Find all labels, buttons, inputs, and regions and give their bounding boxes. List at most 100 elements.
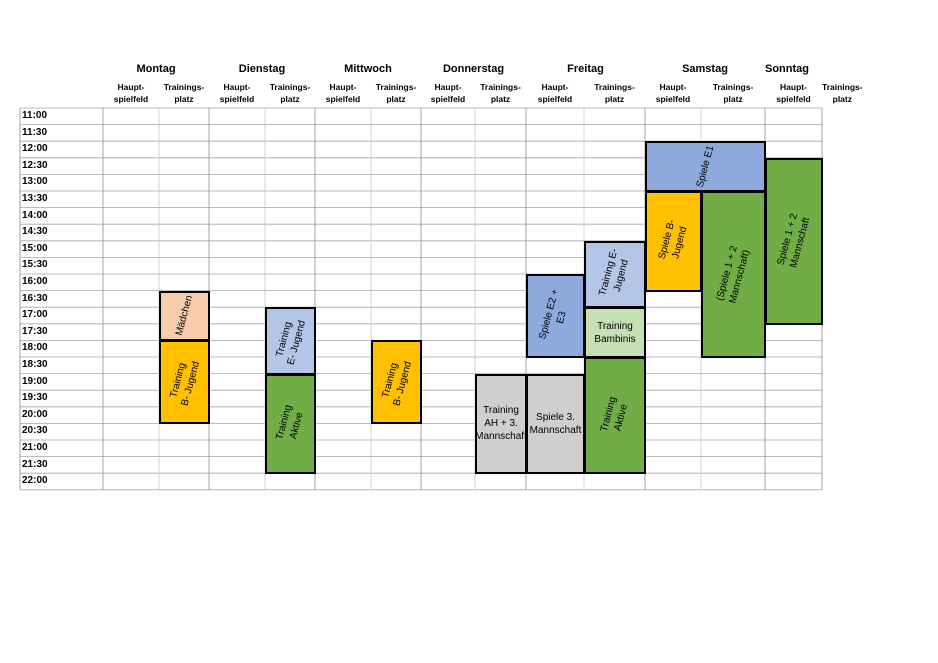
time-label: 20:00 <box>22 408 48 420</box>
event-label: Training Aktive <box>274 403 306 441</box>
time-label: 16:00 <box>22 276 48 287</box>
subheader-line: platz <box>832 94 852 104</box>
subheader-line: Trainings- <box>480 82 521 92</box>
subheader-line: Haupt- <box>434 82 462 92</box>
event-block: Training E- Jugend <box>265 307 316 375</box>
time-label: 14:00 <box>22 209 48 221</box>
subheader-hauptspielfeld: Haupt-spielfeld <box>765 81 822 105</box>
event-block: Spiele 1 + 2 Mannschaft <box>765 157 823 325</box>
subheader-line: spielfeld <box>655 94 691 104</box>
subheader-line: Trainings- <box>822 82 863 92</box>
subheader-trainingsplatz: Trainings-platz <box>371 81 421 105</box>
subheader-trainingsplatz: Trainings-platz <box>265 81 315 105</box>
event-label: Spiele 1 + 2 Mannschaft <box>775 212 813 270</box>
day-header-freitag: Freitag <box>567 63 604 75</box>
subheader-line: platz <box>174 94 194 104</box>
subheader-line: Trainings- <box>594 82 635 92</box>
subheader-line: platz <box>280 94 300 104</box>
subheader-line: spielfeld <box>776 94 811 104</box>
time-label: 21:00 <box>22 442 48 453</box>
event-label: Training E- Jugend <box>274 319 308 367</box>
event-label: Training Aktive <box>598 395 631 433</box>
time-label: 14:30 <box>22 226 48 238</box>
time-label: 17:30 <box>22 325 48 337</box>
event-block: Training Aktive <box>584 357 646 475</box>
subheader-line: Haupt- <box>117 82 145 92</box>
event-label: Spiele 3. Mannschaft <box>529 411 582 436</box>
subheader-line: Trainings- <box>269 82 311 92</box>
time-label: 19:30 <box>22 392 48 404</box>
event-block: Training Bambinis <box>584 307 646 358</box>
event-block: Spiele B- Jugend <box>645 191 702 292</box>
day-header-sonntag: Sonntag <box>765 63 809 75</box>
subheader-line: Trainings- <box>163 82 205 92</box>
time-label: 13:30 <box>22 193 48 204</box>
subheader-hauptspielfeld: Haupt-spielfeld <box>526 81 584 105</box>
subheader-line: spielfeld <box>537 94 573 104</box>
time-label: 16:30 <box>22 292 48 304</box>
time-label: 13:00 <box>22 176 48 188</box>
time-label: 19:00 <box>22 375 48 387</box>
event-label: Spiele E1 <box>694 144 717 189</box>
time-label: 21:30 <box>22 458 48 470</box>
subheader-hauptspielfeld: Haupt-spielfeld <box>645 81 701 105</box>
subheader-hauptspielfeld: Haupt-spielfeld <box>315 81 371 105</box>
subheader-line: Trainings- <box>375 82 417 92</box>
subheader-trainingsplatz: Trainings-platz <box>701 81 765 105</box>
event-block: Spiele E2 + E3 <box>526 274 585 358</box>
time-label: 18:30 <box>22 359 48 370</box>
subheader-line: Haupt- <box>223 82 251 92</box>
time-label: 15:30 <box>22 259 48 271</box>
subheader-trainingsplatz: Trainings-platz <box>475 81 526 105</box>
event-label: Mädchen <box>173 294 196 338</box>
event-block: (Spiele 1 + 2 Mannschaft) <box>701 191 766 358</box>
day-header-dienstag: Dienstag <box>238 63 286 75</box>
subheader-line: platz <box>490 94 511 104</box>
day-header-montag: Montag <box>136 63 176 75</box>
subheader-line: Haupt- <box>659 82 687 92</box>
event-label: (Spiele 1 + 2 Mannschaft) <box>714 244 753 305</box>
event-block: Training B- Jugend <box>371 340 422 425</box>
event-label: Training Bambinis <box>594 320 636 345</box>
time-label: 12:00 <box>22 143 48 155</box>
subheader-trainingsplatz: Trainings-platz <box>584 81 645 105</box>
subheader-hauptspielfeld: Haupt-spielfeld <box>103 81 159 105</box>
subheader-line: platz <box>386 94 406 104</box>
event-block: Training AH + 3. Mannschaft <box>475 373 527 475</box>
event-block: Spiele E1 <box>645 141 766 192</box>
event-block: Mädchen <box>159 290 210 342</box>
subheader-hauptspielfeld: Haupt-spielfeld <box>421 81 475 105</box>
event-block: Training E- Jugend <box>584 240 646 309</box>
time-label: 18:00 <box>22 342 48 354</box>
time-label: 17:00 <box>22 309 48 321</box>
event-label: Training AH + 3. Mannschaft <box>475 405 527 443</box>
subheader-line: spielfeld <box>325 94 361 104</box>
subheader-line: spielfeld <box>113 94 149 104</box>
subheader-line: Haupt- <box>780 82 807 92</box>
subheader-line: Trainings- <box>712 82 754 92</box>
time-label: 15:00 <box>22 242 48 254</box>
time-label: 12:30 <box>22 159 48 171</box>
subheader-line: spielfeld <box>430 94 466 104</box>
event-block: Training Aktive <box>265 373 316 475</box>
time-label: 22:00 <box>22 475 48 487</box>
time-label: 20:30 <box>22 425 48 437</box>
day-header-samstag: Samstag <box>682 63 728 75</box>
subheader-line: Haupt- <box>329 82 357 92</box>
event-label: Training E- Jugend <box>597 247 631 298</box>
time-label: 11:00 <box>22 110 48 121</box>
subheader-line: platz <box>723 94 743 104</box>
subheader-line: spielfeld <box>219 94 255 104</box>
subheader-line: platz <box>604 94 625 104</box>
event-label: Spiele E2 + E3 <box>537 288 569 341</box>
event-label: Training B- Jugend <box>168 360 202 408</box>
subheader-trainingsplatz: Trainings-platz <box>159 81 209 105</box>
event-label: Spiele B- Jugend <box>656 218 690 261</box>
subheader-hauptspielfeld: Haupt-spielfeld <box>209 81 265 105</box>
subheader-line: Haupt- <box>541 82 569 92</box>
time-label: 11:30 <box>22 126 48 138</box>
subheader-trainingsplatz: Trainings-platz <box>822 81 863 105</box>
day-header-mittwoch: Mittwoch <box>344 63 392 75</box>
event-label: Training B- Jugend <box>380 360 414 408</box>
event-block: Training B- Jugend <box>159 340 210 425</box>
